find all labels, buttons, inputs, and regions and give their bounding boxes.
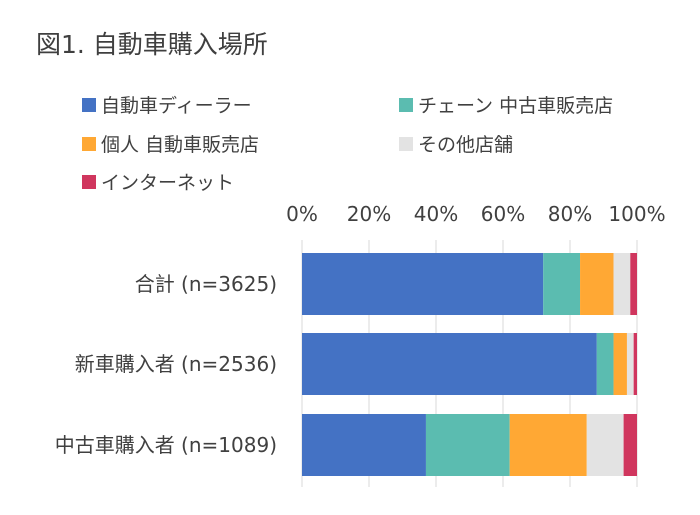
bar-segment <box>586 414 624 476</box>
category-labels: 合計 (n=3625) 新車購入者 (n=2536) 中古車購入者 (n=1089) <box>55 272 277 457</box>
bar-segment <box>630 253 637 315</box>
legend-swatch <box>82 98 96 112</box>
bar-segment <box>543 253 581 315</box>
category-label: 合計 (n=3625) <box>135 272 277 296</box>
bar-segment <box>302 333 597 395</box>
bar-segment <box>509 414 587 476</box>
bar-segment <box>613 253 631 315</box>
category-label: 中古車購入者 (n=1089) <box>55 433 277 457</box>
bar-segment <box>425 414 510 476</box>
bars <box>302 253 637 476</box>
chart-title: 図1. 自動車購入場所 <box>36 30 268 59</box>
category-label: 新車購入者 (n=2536) <box>75 352 277 376</box>
bar-segment <box>626 333 634 395</box>
x-tick-label: 0% <box>286 202 318 226</box>
legend-swatch <box>399 98 413 112</box>
bar-segment <box>613 333 627 395</box>
bar-segment <box>596 333 614 395</box>
x-tick-label: 80% <box>548 202 592 226</box>
x-axis-ticks: 0% 20% 40% 60% 80% 100% <box>286 202 665 226</box>
bar-segment <box>580 253 614 315</box>
legend-label: その他店舗 <box>418 134 513 156</box>
x-tick-label: 40% <box>414 202 458 226</box>
legend-swatch <box>82 175 96 189</box>
bar-segment <box>623 414 637 476</box>
x-tick-label: 60% <box>481 202 525 226</box>
legend-label: 自動車ディーラー <box>101 95 252 117</box>
legend-swatch <box>82 137 96 151</box>
legend-swatch <box>399 137 413 151</box>
legend-label: インターネット <box>101 172 234 194</box>
bar-segment <box>302 414 426 476</box>
x-tick-label: 100% <box>608 202 665 226</box>
legend-label: 個人 自動車販売店 <box>101 134 259 156</box>
x-tick-label: 20% <box>347 202 391 226</box>
bar-segment <box>302 253 544 315</box>
bar-segment <box>633 333 637 395</box>
legend-label: チェーン 中古車販売店 <box>418 95 613 117</box>
